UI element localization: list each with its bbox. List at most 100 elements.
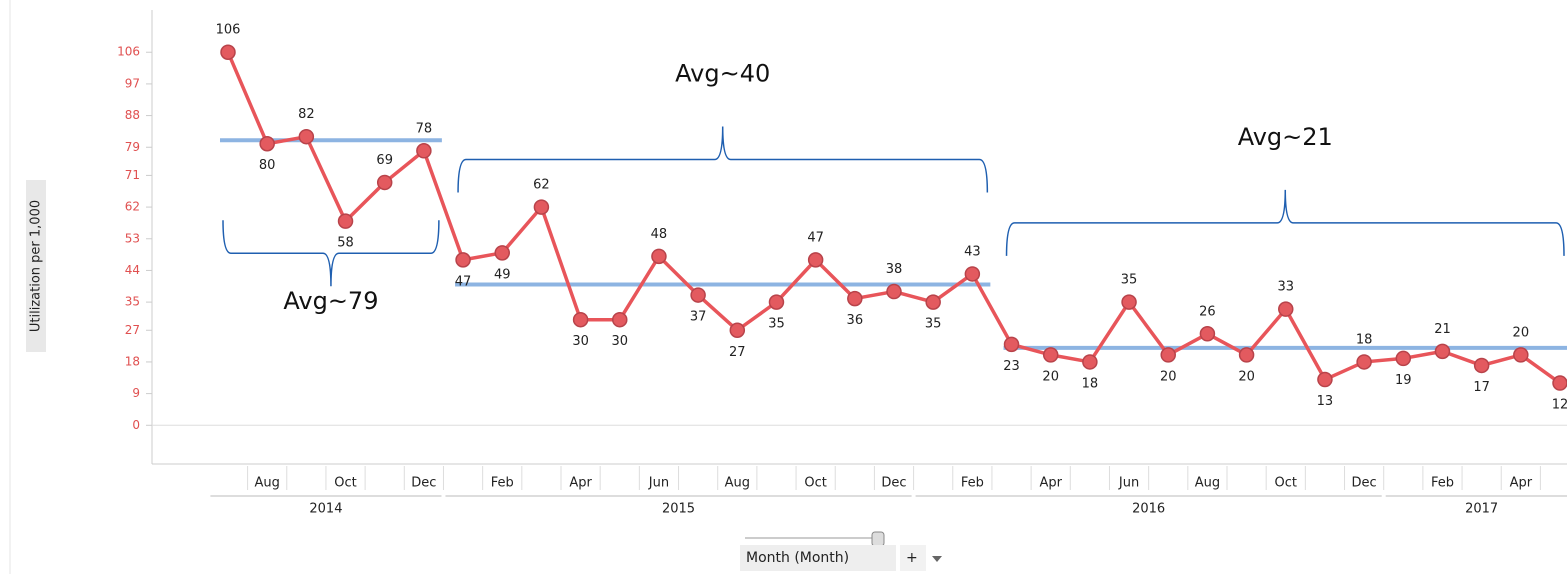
point xyxy=(1160,347,1176,363)
x-tick-label: Dec xyxy=(411,476,436,491)
x-tick-label: Aug xyxy=(254,476,279,491)
data-label: 49 xyxy=(494,267,511,282)
data-label: 23 xyxy=(1003,359,1020,374)
point xyxy=(376,174,393,191)
point xyxy=(768,294,785,310)
y-tick-label: 106 xyxy=(117,45,140,59)
y-tick-label: 0 xyxy=(132,418,140,432)
annotation: Avg~40 xyxy=(675,60,770,88)
point xyxy=(220,44,236,60)
data-label: 20 xyxy=(1160,369,1177,384)
y-tick-label: 71 xyxy=(125,168,140,182)
data-label: 35 xyxy=(768,317,785,332)
point xyxy=(925,294,941,310)
y-tick-label: 35 xyxy=(125,295,140,309)
x-tick-label: Apr xyxy=(1510,476,1533,491)
point xyxy=(494,245,510,261)
point xyxy=(1317,371,1333,388)
data-label: 21 xyxy=(1434,322,1451,337)
annotation: Avg~21 xyxy=(1238,123,1333,151)
x-tick-label: Dec xyxy=(1352,476,1377,491)
brace xyxy=(457,126,989,193)
point xyxy=(1199,326,1216,342)
point xyxy=(1473,357,1490,374)
x-tick-label: Oct xyxy=(1275,476,1297,491)
x-tick-label: Jun xyxy=(648,476,669,491)
point xyxy=(1552,375,1567,391)
point xyxy=(337,213,354,229)
data-label: 47 xyxy=(455,274,472,289)
data-label: 19 xyxy=(1395,373,1412,388)
point xyxy=(1434,343,1451,360)
annotation: Avg~79 xyxy=(283,287,378,315)
data-label: 35 xyxy=(925,317,942,332)
y-tick-label: 53 xyxy=(125,231,140,245)
data-label: 17 xyxy=(1473,380,1490,395)
point xyxy=(964,266,981,282)
add-button[interactable]: + xyxy=(900,545,926,571)
point xyxy=(298,128,315,145)
data-label: 38 xyxy=(886,262,903,277)
point xyxy=(612,311,628,328)
x-tick-label: Aug xyxy=(725,476,750,491)
data-label: 20 xyxy=(1238,369,1255,384)
point xyxy=(533,199,550,215)
x-tick-label: Feb xyxy=(1431,476,1454,491)
point xyxy=(1356,354,1372,370)
point xyxy=(847,290,863,307)
year-label: 2014 xyxy=(309,502,342,517)
year-label: 2017 xyxy=(1465,502,1498,517)
data-label: 12 xyxy=(1552,398,1567,413)
point xyxy=(1042,347,1059,363)
data-label: 82 xyxy=(298,107,315,122)
y-tick-label: 44 xyxy=(125,263,140,277)
y-tick-label: 88 xyxy=(125,108,140,122)
x-tick-label: Apr xyxy=(1039,476,1062,491)
data-label: 78 xyxy=(416,121,433,136)
slider-knob[interactable] xyxy=(871,531,885,547)
x-tick-label: Jun xyxy=(1118,476,1139,491)
data-label: 106 xyxy=(216,23,241,38)
data-label: 48 xyxy=(651,227,668,242)
point xyxy=(1082,354,1098,370)
data-label: 26 xyxy=(1199,304,1216,319)
y-label-bg xyxy=(26,180,46,352)
data-label: 43 xyxy=(964,244,981,259)
data-label: 30 xyxy=(572,334,589,349)
y-tick-label: 9 xyxy=(132,386,140,400)
axis-selector[interactable]: Month (Month) xyxy=(740,545,896,571)
point xyxy=(416,143,432,159)
data-label: 18 xyxy=(1356,332,1373,347)
point xyxy=(1121,294,1137,310)
data-label: 27 xyxy=(729,345,746,360)
y-tick-label: 27 xyxy=(125,323,140,337)
data-label: 36 xyxy=(847,313,864,328)
year-label: 2015 xyxy=(662,502,695,517)
data-label: 35 xyxy=(1121,273,1138,288)
point xyxy=(1513,347,1529,363)
point xyxy=(1238,347,1255,363)
brace xyxy=(1005,189,1565,256)
data-label: 37 xyxy=(690,310,707,325)
data-label: 13 xyxy=(1317,394,1334,409)
data-label: 33 xyxy=(1277,280,1294,295)
data-label: 69 xyxy=(376,153,393,168)
brace xyxy=(222,220,440,287)
y-axis-label: Utilization per 1,000 xyxy=(29,200,44,332)
data-label: 62 xyxy=(533,178,550,193)
data-label: 30 xyxy=(611,334,628,349)
data-label: 47 xyxy=(807,230,824,245)
dropdown-arrow[interactable] xyxy=(932,556,942,562)
point xyxy=(455,252,471,268)
point xyxy=(1003,336,1020,353)
x-tick-label: Oct xyxy=(334,476,356,491)
x-tick-label: Oct xyxy=(804,476,826,491)
y-tick-label: 18 xyxy=(125,354,140,368)
data-label: 58 xyxy=(337,236,354,251)
point xyxy=(572,311,589,328)
point xyxy=(1395,350,1412,367)
point xyxy=(259,135,275,152)
point xyxy=(886,283,902,300)
data-label: 20 xyxy=(1042,369,1059,384)
